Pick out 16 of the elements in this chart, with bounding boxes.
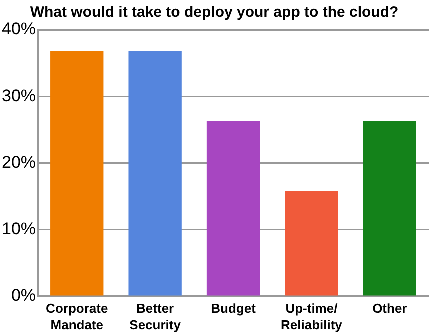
chart-title: What would it take to deploy your app to the cloud? (30, 4, 399, 22)
y-tick-label: 30% (2, 86, 36, 106)
x-tick-label: Up-time/ Reliability (280, 301, 344, 332)
y-tick-label: 0% (11, 286, 36, 306)
bar (50, 51, 104, 296)
x-tick-label: Budget (211, 301, 257, 316)
y-tick-label: 10% (2, 220, 36, 239)
bar (363, 121, 416, 296)
x-tick-label: Corporate Mandate (46, 301, 108, 332)
x-tick-label: Better Security (130, 301, 182, 332)
x-tick-label: Other (372, 301, 408, 316)
bar (285, 191, 338, 296)
bar (128, 51, 182, 296)
y-tick-label: 40% (2, 20, 36, 39)
y-tick-label: 20% (2, 152, 36, 172)
bar (206, 121, 260, 296)
